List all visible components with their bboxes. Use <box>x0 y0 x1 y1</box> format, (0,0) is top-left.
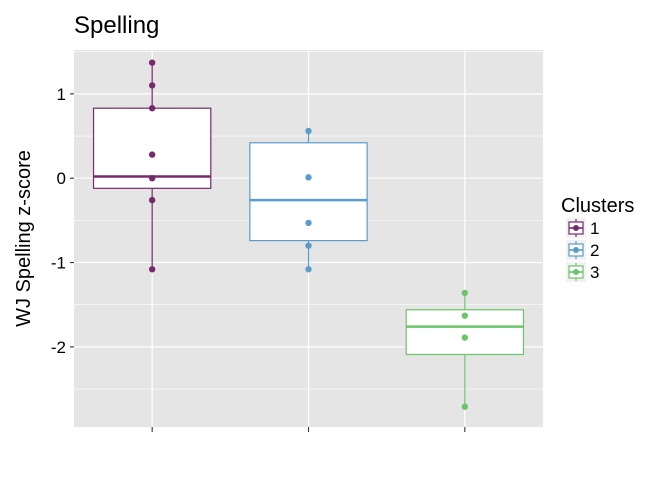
data-point <box>461 289 469 297</box>
legend-title: Clusters <box>561 195 634 217</box>
box-group-3 <box>405 289 525 410</box>
y-tick-label: -1 <box>51 254 66 273</box>
data-point <box>148 266 156 273</box>
x-axis <box>151 427 466 432</box>
data-point <box>461 403 469 410</box>
data-point <box>305 219 312 227</box>
data-point <box>305 266 312 273</box>
boxes <box>92 59 525 410</box>
legend-key-1 <box>566 218 586 238</box>
box-group-1 <box>92 59 212 273</box>
data-point <box>148 104 156 112</box>
box-group-2 <box>249 127 368 273</box>
data-point <box>148 59 156 66</box>
legend-key-3 <box>566 262 586 282</box>
y-tick-label: 0 <box>57 169 66 188</box>
y-axis-title: WJ Spelling z-score <box>13 150 35 327</box>
data-point <box>148 82 156 89</box>
legend-key-point <box>573 225 579 231</box>
data-point <box>148 174 156 182</box>
chart-title: Spelling <box>74 12 159 39</box>
box <box>92 107 212 189</box>
y-tick-label: 1 <box>57 85 66 104</box>
legend-label-2: 2 <box>590 241 599 260</box>
data-point <box>148 151 156 158</box>
data-point <box>305 174 312 181</box>
data-point <box>461 334 469 341</box>
data-point <box>305 127 312 135</box>
y-tick-label: -2 <box>51 338 66 357</box>
legend: Clusters 1 2 3 <box>561 195 634 282</box>
data-point <box>148 196 156 204</box>
legend-label-3: 3 <box>590 263 599 282</box>
data-point <box>461 312 469 319</box>
legend-key-2 <box>566 240 586 260</box>
legend-key-point <box>573 269 579 275</box>
y-axis: -2 -1 0 1 <box>51 85 74 357</box>
legend-key-point <box>573 247 579 253</box>
legend-label-1: 1 <box>590 219 599 238</box>
data-point <box>305 242 312 249</box>
